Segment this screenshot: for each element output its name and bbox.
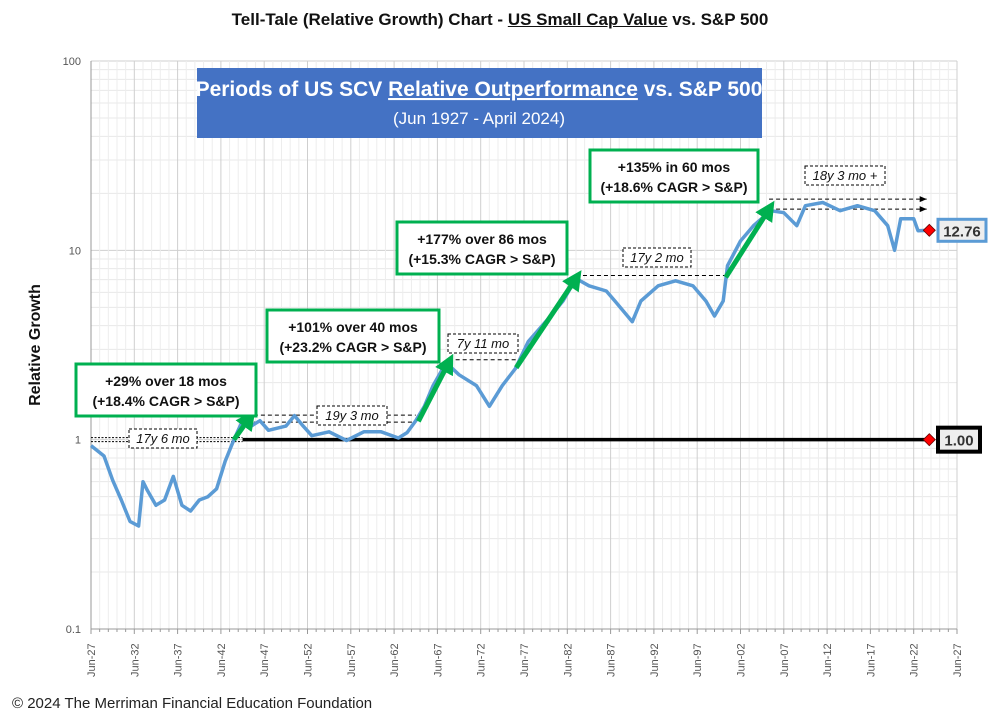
annotation-line1: +177% over 86 mos: [417, 231, 547, 247]
duration-label: 17y 2 mo: [630, 250, 683, 265]
duration-label-box: [447, 333, 519, 354]
x-tick-label: Jun-07: [779, 643, 791, 677]
outperformance-arrow: [723, 200, 775, 279]
x-tick-label: Jun-22: [909, 643, 921, 677]
x-tick-label: Jun-57: [346, 643, 358, 677]
baseline-value-box: [936, 425, 982, 454]
x-tick-label: Jun-27: [86, 643, 98, 677]
annotation-box: [588, 148, 760, 204]
title-prefix: Tell-Tale (Relative Growth) Chart -: [231, 10, 508, 29]
x-tick-label: Jun-17: [865, 643, 877, 677]
x-tick-label: Jun-32: [129, 643, 141, 677]
baseline-value-label: 1.00: [944, 433, 973, 450]
box-title-part: Periods of US SCV: [196, 78, 389, 101]
annotation-box: [74, 362, 258, 418]
x-tick-label: Jun-27: [952, 643, 964, 677]
title-suffix: vs. S&P 500: [667, 10, 769, 29]
annotation-line2: (+18.6% CAGR > S&P): [600, 179, 747, 195]
end-value-box: [936, 217, 988, 243]
chart-title: Tell-Tale (Relative Growth) Chart - US S…: [0, 10, 1000, 30]
x-tick-label: Jun-52: [303, 643, 315, 677]
x-tick-label: Jun-77: [519, 643, 531, 677]
x-tick-label: Jun-12: [822, 643, 834, 677]
outperformance-arrow: [514, 270, 582, 370]
box-title-part: Relative Outperformance: [388, 78, 638, 101]
annotation-box: [395, 220, 569, 276]
x-tick-label: Jun-47: [259, 643, 271, 677]
baseline-end-marker: [922, 433, 936, 447]
duration-label: 17y 6 mo: [136, 431, 189, 446]
annotation-box: [265, 308, 441, 364]
x-tick-label: Jun-37: [173, 643, 185, 677]
y-tick-label: 10: [69, 245, 81, 257]
end-value-label: 12.76: [943, 223, 981, 240]
outperformance-arrow: [231, 409, 256, 442]
y-tick-label: 1: [75, 435, 81, 447]
y-tick-label: 100: [63, 56, 81, 68]
annotation-line1: +101% over 40 mos: [288, 319, 418, 335]
box-subtitle: (Jun 1927 - April 2024): [393, 109, 565, 128]
annotation-line1: +135% in 60 mos: [618, 159, 731, 175]
title-underlined: US Small Cap Value: [507, 10, 668, 29]
annotation-line1: +29% over 18 mos: [105, 373, 227, 389]
x-tick-label: Jun-97: [692, 643, 704, 677]
outperformance-arrow: [416, 353, 454, 423]
x-tick-label: Jun-67: [432, 643, 444, 677]
duration-label: 7y 11 mo: [457, 336, 510, 351]
x-tick-label: Jun-92: [649, 643, 661, 677]
x-tick-label: Jun-87: [606, 643, 618, 677]
duration-label-box: [316, 405, 388, 426]
x-tick-label: Jun-02: [736, 643, 748, 677]
annotation-line2: (+23.2% CAGR > S&P): [279, 339, 426, 355]
duration-label-box: [128, 428, 198, 449]
annotation-line2: (+15.3% CAGR > S&P): [408, 251, 555, 267]
end-value-marker: [922, 223, 936, 237]
y-axis-label: Relative Growth: [27, 284, 44, 406]
y-tick-label: 0.1: [66, 624, 81, 636]
box-title-part: vs. S&P 500: [638, 78, 763, 101]
x-tick-label: Jun-62: [389, 643, 401, 677]
duration-label-box: [622, 247, 692, 268]
duration-label-box: [804, 165, 886, 186]
copyright-footer: © 2024 The Merriman Financial Education …: [12, 695, 373, 712]
x-tick-label: Jun-72: [476, 643, 488, 677]
annotation-line2: (+18.4% CAGR > S&P): [92, 393, 239, 409]
duration-label: 18y 3 mo +: [813, 168, 878, 183]
chart-subtitle-box: [197, 68, 762, 138]
x-tick-label: Jun-82: [562, 643, 574, 677]
x-tick-label: Jun-42: [216, 643, 228, 677]
box-title: Periods of US SCV Relative Outperformanc…: [196, 78, 763, 101]
duration-label: 19y 3 mo: [325, 408, 378, 423]
